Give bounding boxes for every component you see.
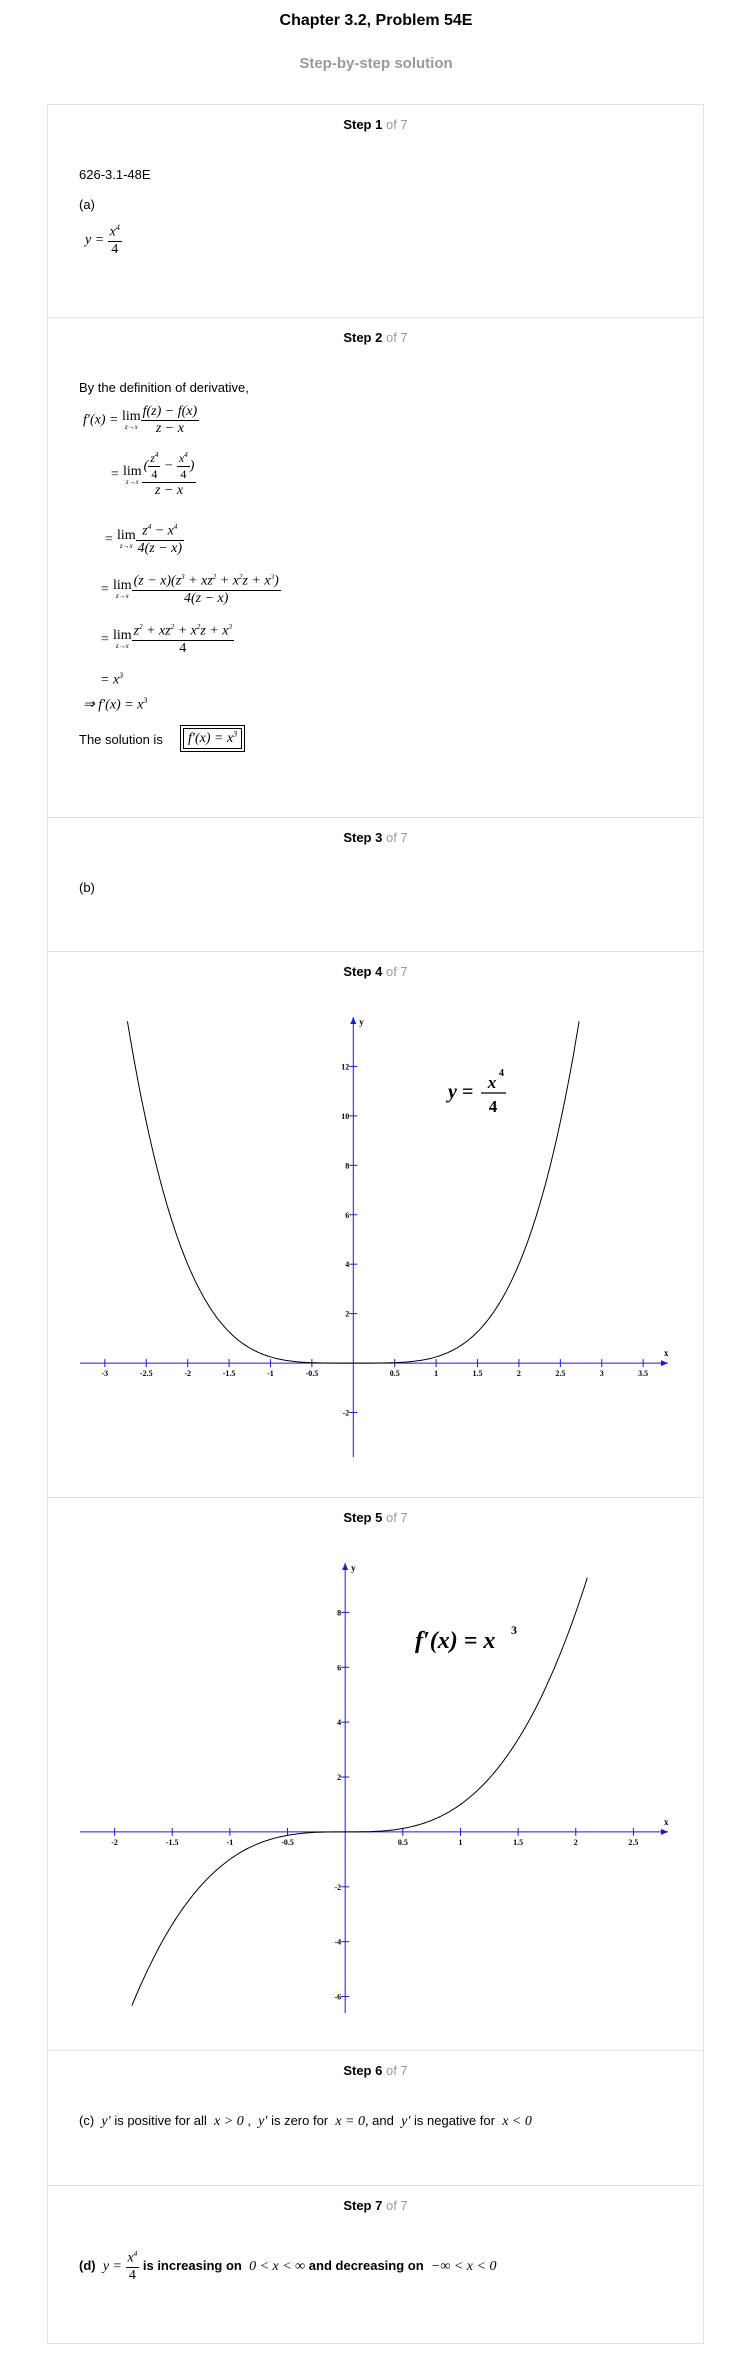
derivation-line-3: = lim z→x z4 − x4 4(z − x): [104, 523, 185, 556]
x-tick-label: -1: [267, 1369, 274, 1378]
y-tick-label: 2: [337, 1773, 341, 1782]
step-label: Step 6 of 7: [343, 2063, 408, 2078]
y-tick-label: 2: [345, 1310, 349, 1319]
x-tick-label: 3: [600, 1369, 604, 1378]
x-tick-label: 1: [434, 1369, 438, 1378]
x-tick-label: 2.5: [555, 1369, 565, 1378]
y-tick-label: 6: [337, 1663, 341, 1672]
part-b: (b): [79, 880, 95, 895]
problem-ref: 626-3.1-48E: [79, 167, 151, 182]
y-tick-label: -4: [335, 1938, 342, 1947]
y-tick-label: 12: [341, 1062, 349, 1071]
function-curve: [131, 1577, 588, 2006]
step-5: Step 5 of 7 x y -2 -1.5 -1 -0.5 0.5 1 1.5 2 2.5 -6 -…: [48, 1498, 703, 2051]
x-tick-label: -3: [102, 1369, 109, 1378]
function-label-lhs: y =: [446, 1081, 473, 1103]
y-axis-label: y: [359, 1017, 364, 1027]
step-4: Step 4 of 7 x y -3 -2.5 -2 -1.5 -1 -0.5 0.5 1 1.5 2…: [48, 952, 703, 1498]
x-axis-arrow: [661, 1828, 668, 1835]
step-label: Step 2 of 7: [343, 330, 408, 345]
y-tick-label: 8: [345, 1161, 349, 1170]
derivation-line-2: = lim z→x(z4 4 − x4 4) z − x: [110, 451, 197, 498]
x-tick-label: 1: [458, 1838, 462, 1847]
solution-box: f′(x) = x3: [179, 724, 246, 752]
x-axis-label: x: [664, 1348, 669, 1358]
derivation-line-1: f′(x) = lim z→x f(z) − f(x) z − x: [83, 404, 200, 436]
y-tick-label: 4: [345, 1260, 349, 1269]
definition-text: By the definition of derivative,: [79, 380, 249, 395]
function-curve: [126, 1021, 580, 1364]
step-7: Step 7 of 7 (d) y = x4 4 is increasing on…: [48, 2186, 703, 2343]
x-tick-label: 3.5: [638, 1369, 648, 1378]
derivation-line-7: ⇒ f′(x) = x3: [83, 696, 148, 713]
step-1: Step 1 of 7 626-3.1-48E (a) y = x4 4: [48, 105, 703, 318]
step-6: Step 6 of 7 (c) y′ is positive for all x…: [48, 2051, 703, 2186]
x-tick-label: -0.5: [306, 1369, 319, 1378]
step-3: Step 3 of 7 (b): [48, 818, 703, 952]
function-label-exp: 3: [511, 1623, 517, 1637]
y-axis-arrow: [342, 1563, 349, 1570]
y-tick-label: 4: [337, 1718, 341, 1727]
x-tick-label: -1.5: [223, 1369, 236, 1378]
y-tick-label: 8: [337, 1608, 341, 1617]
step-2: Step 2 of 7 By the definition of derivat…: [48, 318, 703, 818]
y-tick-label: 10: [341, 1112, 349, 1121]
x-tick-label: -1.5: [166, 1838, 179, 1847]
x-tick-label: -2: [111, 1838, 118, 1847]
page-title: Chapter 3.2, Problem 54E: [279, 12, 473, 29]
step-label: Step 3 of 7: [343, 830, 408, 845]
step-label: Step 7 of 7: [343, 2198, 408, 2213]
page-subtitle: Step-by-step solution: [299, 55, 453, 72]
part-a: (a): [79, 197, 95, 212]
y-axis-label: y: [351, 1563, 356, 1573]
equation-y: y = x4 4: [85, 223, 122, 257]
function-label-den: 4: [489, 1097, 498, 1116]
y-axis-arrow: [350, 1017, 357, 1024]
part-c-statement: (c) y′ is positive for all x > 0 , y′ is…: [79, 2113, 532, 2129]
solution-container: Step 1 of 7 626-3.1-48E (a) y = x4 4 Step…: [47, 104, 704, 2344]
part-d-statement: (d) y = x4 4 is increasing on 0 < x < ∞ a…: [79, 2250, 497, 2283]
function-label-num: x: [487, 1073, 497, 1092]
solution-label: The solution is: [79, 732, 163, 747]
x-tick-label: -2: [184, 1369, 191, 1378]
graph-x4-over-4: x y -3 -2.5 -2 -1.5 -1 -0.5 0.5 1 1.5 2 2.5 3 3.5 -2 2 4 6…: [80, 1017, 669, 1457]
step-label: Step 1 of 7: [343, 117, 408, 132]
x-tick-label: 0.5: [390, 1369, 400, 1378]
step-label: Step 5 of 7: [343, 1510, 408, 1525]
x-tick-label: 2: [574, 1838, 578, 1847]
x-tick-label: 2: [517, 1369, 521, 1378]
derivation-line-4: = lim z→x (z − x)(z3 + xz2 + x2z + x3) 4(z …: [100, 573, 281, 606]
y-tick-label: 6: [345, 1211, 349, 1220]
x-axis-arrow: [661, 1360, 668, 1367]
x-tick-label: 1.5: [473, 1369, 483, 1378]
function-label-exp: 4: [499, 1068, 504, 1079]
derivation-line-6: = x3: [100, 671, 124, 688]
y-tick-label: -2: [343, 1409, 350, 1418]
function-label: f′(x) = x: [415, 1628, 495, 1654]
x-tick-label: 1.5: [513, 1838, 523, 1847]
x-tick-label: -0.5: [281, 1838, 294, 1847]
y-tick-label: -2: [335, 1883, 342, 1892]
x-tick-label: -1: [227, 1838, 234, 1847]
function-label: y = x 44: [446, 1068, 506, 1116]
derivation-line-5: = lim z→x z2 + xz2 + x2z + x3 4: [100, 623, 234, 656]
x-tick-label: 0.5: [398, 1838, 408, 1847]
y-tick-label: -6: [335, 1993, 342, 2002]
step-label: Step 4 of 7: [343, 964, 408, 979]
x-tick-label: -2.5: [140, 1369, 153, 1378]
x-axis-label: x: [664, 1817, 669, 1827]
graph-x3: x y -2 -1.5 -1 -0.5 0.5 1 1.5 2 2.5 -6 -4 -2 2 4 6 8 f′(x)…: [80, 1563, 669, 2013]
x-tick-label: 2.5: [628, 1838, 638, 1847]
